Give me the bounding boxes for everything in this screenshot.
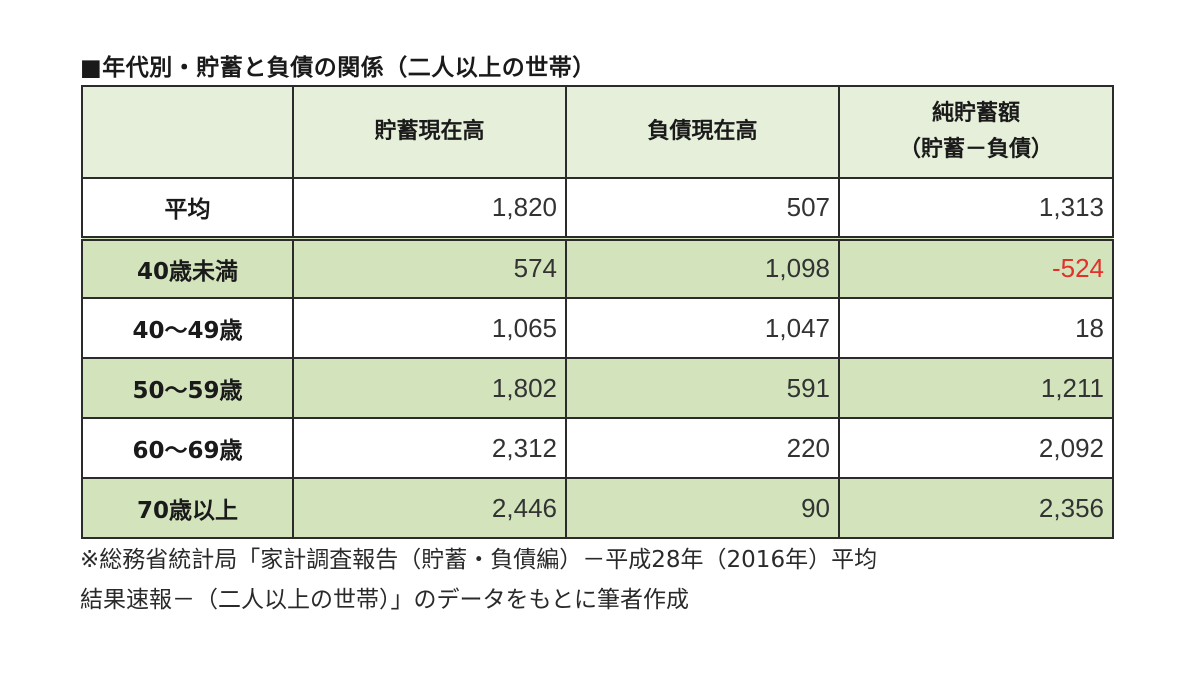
row-label: 70歳以上	[81, 477, 294, 539]
savings-value: 1,820	[292, 177, 567, 241]
savings-debt-table: 貯蓄現在高 負債現在高 純貯蓄額 （貯蓄－負債） 平均 1,820 507 1,…	[81, 85, 1114, 539]
header-savings: 貯蓄現在高	[292, 85, 567, 179]
header-net-savings: 純貯蓄額 （貯蓄－負債）	[838, 85, 1114, 179]
header-debt: 負債現在高	[565, 85, 840, 179]
table-title: ■年代別・貯蓄と負債の関係（二人以上の世帯）	[80, 55, 596, 81]
header-net-savings-line2: （貯蓄－負債）	[898, 137, 1053, 162]
debt-value: 220	[565, 417, 840, 479]
header-row: 貯蓄現在高 負債現在高 純貯蓄額 （貯蓄－負債）	[81, 85, 1114, 179]
table-row: 70歳以上 2,446 90 2,356	[81, 477, 1114, 539]
table-row: 平均 1,820 507 1,313	[81, 177, 1114, 241]
savings-value: 1,065	[292, 297, 567, 359]
table-row: 40～49歳 1,065 1,047 18	[81, 297, 1114, 359]
net-value: 18	[838, 297, 1114, 359]
savings-value: 574	[292, 237, 567, 299]
header-net-savings-line1: 純貯蓄額	[931, 101, 1020, 126]
row-label: 平均	[81, 177, 294, 241]
debt-value: 591	[565, 357, 840, 419]
source-note: ※総務省統計局「家計調査報告（貯蓄・負債編）－平成28年（2016年）平均 結果…	[80, 540, 877, 620]
table-row: 50～59歳 1,802 591 1,211	[81, 357, 1114, 419]
debt-value: 1,047	[565, 297, 840, 359]
net-value: 2,356	[838, 477, 1114, 539]
row-label: 40歳未満	[81, 237, 294, 299]
savings-value: 1,802	[292, 357, 567, 419]
savings-value: 2,446	[292, 477, 567, 539]
header-blank-cell	[81, 85, 294, 179]
row-label: 40～49歳	[81, 297, 294, 359]
source-note-line2: 結果速報－（二人以上の世帯）」のデータをもとに筆者作成	[80, 587, 690, 613]
table-row: 40歳未満 574 1,098 -524	[81, 237, 1114, 299]
row-label: 60～69歳	[81, 417, 294, 479]
debt-value: 1,098	[565, 237, 840, 299]
table-row: 60～69歳 2,312 220 2,092	[81, 417, 1114, 479]
net-value: 1,211	[838, 357, 1114, 419]
row-label: 50～59歳	[81, 357, 294, 419]
debt-value: 507	[565, 177, 840, 241]
savings-value: 2,312	[292, 417, 567, 479]
source-note-line1: ※総務省統計局「家計調査報告（貯蓄・負債編）－平成28年（2016年）平均	[80, 547, 878, 573]
net-value: 1,313	[838, 177, 1114, 241]
net-value: 2,092	[838, 417, 1114, 479]
net-value-negative: -524	[838, 237, 1114, 299]
debt-value: 90	[565, 477, 840, 539]
